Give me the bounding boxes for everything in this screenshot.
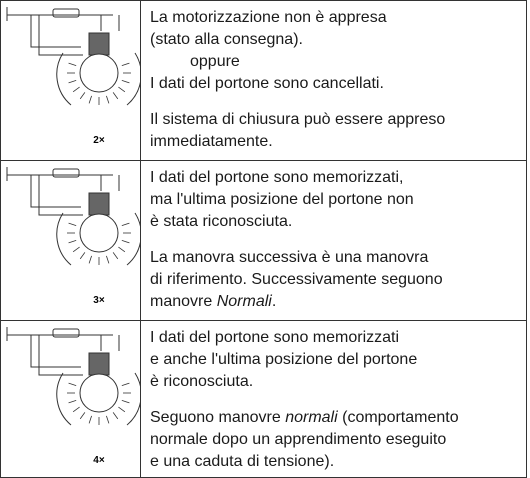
text-line: La motorizzazione non è appresa	[150, 9, 387, 26]
row: 2× La motorizzazione non è appresa (stat…	[0, 0, 527, 161]
description: I dati del portone sono memorizzati e an…	[150, 327, 520, 478]
text-line: immediatamente.	[150, 133, 273, 150]
text-line: manovre Normali.	[150, 291, 520, 313]
text-line: è stata riconosciuta.	[150, 213, 293, 230]
lamp-drawing: 4×	[6, 327, 142, 466]
text-line: di riferimento. Successivamente seguono	[150, 271, 443, 288]
italic-text: normali	[285, 409, 338, 426]
text-line: normale dopo un apprendimento eseguito	[150, 431, 447, 448]
text: .	[271, 293, 277, 310]
text-line: (stato alla consegna).	[150, 31, 303, 48]
text-line: I dati del portone sono memorizzati	[150, 329, 400, 346]
text-line: e anche l'ultima posizione del portone	[150, 351, 418, 368]
text-line: oppure	[190, 53, 240, 70]
lamp-drawing: 2×	[6, 7, 142, 146]
text-line: ma l'ultima posizione del portone non	[150, 191, 414, 208]
description: La motorizzazione non è appresa (stato a…	[150, 7, 520, 167]
text: manovre	[150, 293, 217, 310]
lamp-icon: 4×	[1, 321, 142, 477]
italic-text: Normali	[216, 293, 272, 310]
lamp-icon: 2×	[1, 1, 142, 160]
description: I dati del portone sono memorizzati, ma …	[150, 167, 520, 327]
text-line: Il sistema di chiusura può essere appres…	[150, 111, 446, 128]
text-line: è riconosciuta.	[150, 373, 254, 390]
text: (comportamento	[337, 409, 459, 426]
text: Seguono manovre	[150, 409, 286, 426]
lamp-drawing: 3×	[6, 167, 142, 306]
row: 4× I dati del portone sono memorizzati e…	[0, 320, 527, 478]
blink-count: 2×	[93, 135, 105, 146]
text-line: e una caduta di tensione).	[150, 453, 335, 470]
text-line: I dati del portone sono memorizzati,	[150, 169, 404, 186]
text-line: La manovra successiva è una manovra	[150, 249, 429, 266]
lamp-icon: 3×	[1, 161, 142, 320]
blink-count: 4×	[93, 455, 105, 466]
text-line: Seguono manovre normali (comportamento	[150, 407, 520, 429]
blink-count: 3×	[93, 295, 105, 306]
text-line: I dati del portone sono cancellati.	[150, 75, 384, 92]
row: 3× I dati del portone sono memorizzati, …	[0, 160, 527, 321]
